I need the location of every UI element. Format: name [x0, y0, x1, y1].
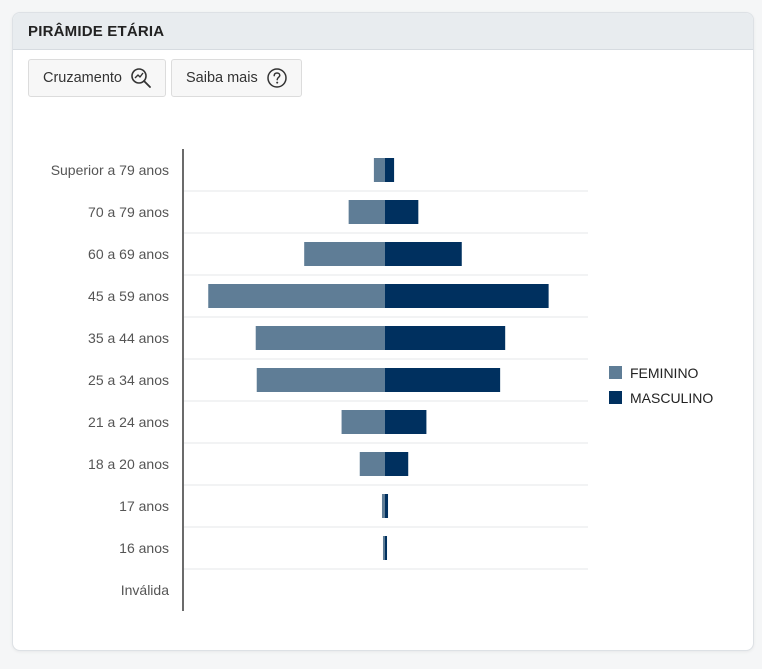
cross-button[interactable]: Cruzamento — [28, 59, 166, 97]
category-label: Superior a 79 anos — [51, 162, 169, 178]
bar-feminino — [341, 410, 385, 434]
category-label: 70 a 79 anos — [88, 204, 169, 220]
legend-swatch-feminino — [609, 366, 622, 379]
category-label: 45 a 59 anos — [88, 288, 169, 304]
bar-masculino — [385, 368, 501, 392]
bar-masculino — [385, 494, 389, 518]
bar-masculino — [385, 284, 549, 308]
bar-masculino — [385, 326, 506, 350]
bar-feminino — [256, 368, 385, 392]
bar-feminino — [348, 200, 385, 224]
bar-feminino — [373, 158, 385, 182]
bar-masculino — [385, 242, 462, 266]
bar-feminino — [382, 536, 385, 560]
age-pyramid-card: PIRÂMIDE ETÁRIA Cruzamento Saiba mais — [12, 12, 754, 651]
bar-feminino — [208, 284, 385, 308]
legend-swatch-masculino — [609, 391, 622, 404]
legend-item-feminino[interactable]: FEMININO — [609, 360, 713, 385]
bar-masculino — [385, 536, 388, 560]
legend-label-feminino: FEMININO — [630, 364, 699, 381]
info-label: Saiba mais — [185, 70, 258, 86]
legend-item-masculino[interactable]: MASCULINO — [609, 385, 713, 410]
pyramid-chart: Superior a 79 anos 70 a 79 anos 60 a 69 an… — [51, 149, 588, 611]
category-label: 25 a 34 anos — [88, 372, 169, 388]
category-label: 60 a 69 anos — [88, 246, 169, 262]
bar-masculino — [385, 452, 409, 476]
category-label: 35 a 44 anos — [88, 330, 169, 346]
category-label: 16 anos — [119, 540, 169, 556]
bar-masculino — [385, 158, 395, 182]
legend-label-masculino: MASCULINO — [630, 389, 714, 406]
category-label: 18 a 20 anos — [88, 456, 169, 472]
cross-label: Cruzamento — [43, 70, 122, 86]
category-label: 17 anos — [119, 498, 169, 514]
category-label: 21 a 24 anos — [88, 414, 169, 430]
chart-magnifier-icon — [130, 67, 152, 89]
bar-masculino — [385, 200, 419, 224]
category-label: Inválida — [121, 582, 169, 598]
bar-feminino — [381, 494, 385, 518]
bar-feminino — [255, 326, 385, 350]
card-header: PIRÂMIDE ETÁRIA — [13, 13, 753, 50]
toolbar: Cruzamento Saiba mais — [28, 59, 302, 97]
help-circle-icon — [266, 67, 288, 89]
chart-legend: FEMININO MASCULINO — [609, 360, 713, 410]
bar-masculino — [385, 410, 427, 434]
bar-feminino — [304, 242, 385, 266]
info-button[interactable]: Saiba mais — [170, 59, 302, 97]
card-title: PIRÂMIDE ETÁRIA — [28, 22, 165, 40]
bar-feminino — [359, 452, 385, 476]
